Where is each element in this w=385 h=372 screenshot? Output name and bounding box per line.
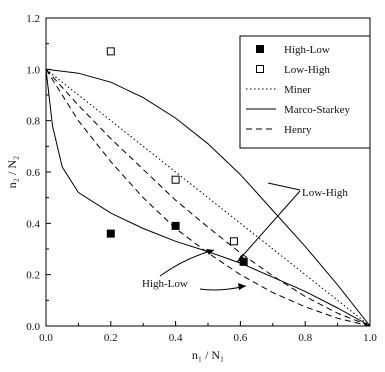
low-high-point bbox=[106, 47, 115, 56]
high-low-annotation-arrowhead-lower bbox=[238, 283, 246, 290]
low-high-point bbox=[171, 175, 180, 184]
low-high-annotation-arrowhead bbox=[237, 254, 246, 262]
x-axis-ticks: 0.0 0.2 0.4 0.6 0.8 1.0 bbox=[39, 321, 377, 344]
x-tick-label: 0.6 bbox=[234, 332, 248, 344]
x-tick-label: 0.8 bbox=[298, 332, 312, 344]
legend-henry-label: Henry bbox=[284, 124, 312, 136]
x-tick-label: 0.2 bbox=[104, 332, 118, 344]
legend-high-low-marker bbox=[256, 45, 264, 53]
x-tick-label: 0.0 bbox=[39, 332, 53, 344]
marco-starkey-low-high-curve bbox=[45, 68, 371, 327]
plot-curves bbox=[45, 68, 371, 327]
y-tick-label: 1.2 bbox=[26, 13, 40, 25]
plot-annotations: Low-High High-Low bbox=[142, 182, 348, 291]
high-low-point bbox=[171, 221, 180, 230]
low-high-point bbox=[229, 237, 238, 246]
low-high-annotation-branch bbox=[267, 182, 301, 191]
y-tick-label: 0.8 bbox=[26, 116, 40, 128]
high-low-annotation-label: High-Low bbox=[142, 278, 188, 290]
x-axis-title: n₁ / N₁ bbox=[192, 348, 224, 362]
low-high-annotation-arrow bbox=[236, 190, 301, 263]
legend-miner-label: Miner bbox=[284, 84, 311, 96]
y-tick-label: 0.0 bbox=[26, 321, 40, 333]
x-tick-label: 0.4 bbox=[169, 332, 183, 344]
legend-low-high-marker bbox=[256, 65, 264, 73]
x-tick-label: 1.0 bbox=[363, 332, 377, 344]
low-high-annotation-label: Low-High bbox=[302, 187, 348, 199]
y-tick-label: 0.6 bbox=[26, 167, 40, 179]
marco-starkey-high-low-curve bbox=[45, 69, 371, 327]
legend-marco-starkey-label: Marco-Starkey bbox=[284, 104, 350, 116]
henry-high-low-curve bbox=[45, 69, 371, 327]
miner-miner-curve bbox=[45, 68, 371, 327]
high-low-annotation-arrowhead-upper bbox=[206, 249, 214, 255]
y-axis-ticks: 0.0 0.2 0.4 0.6 0.8 1.0 1.2 bbox=[26, 13, 51, 333]
y-tick-label: 1.0 bbox=[26, 64, 40, 76]
legend: High-Low Low-High Miner Marco-Starkey Henry bbox=[239, 35, 371, 149]
y-tick-label: 0.2 bbox=[26, 270, 40, 282]
y-axis-title: n₂ / N₂ bbox=[5, 156, 19, 188]
y-tick-label: 0.4 bbox=[26, 218, 40, 230]
high-low-annotation-arrow-upper bbox=[159, 249, 215, 277]
high-low-point bbox=[106, 229, 115, 238]
legend-high-low-label: High-Low bbox=[284, 44, 330, 56]
plot-points bbox=[106, 47, 248, 266]
legend-low-high-label: Low-High bbox=[284, 64, 330, 76]
